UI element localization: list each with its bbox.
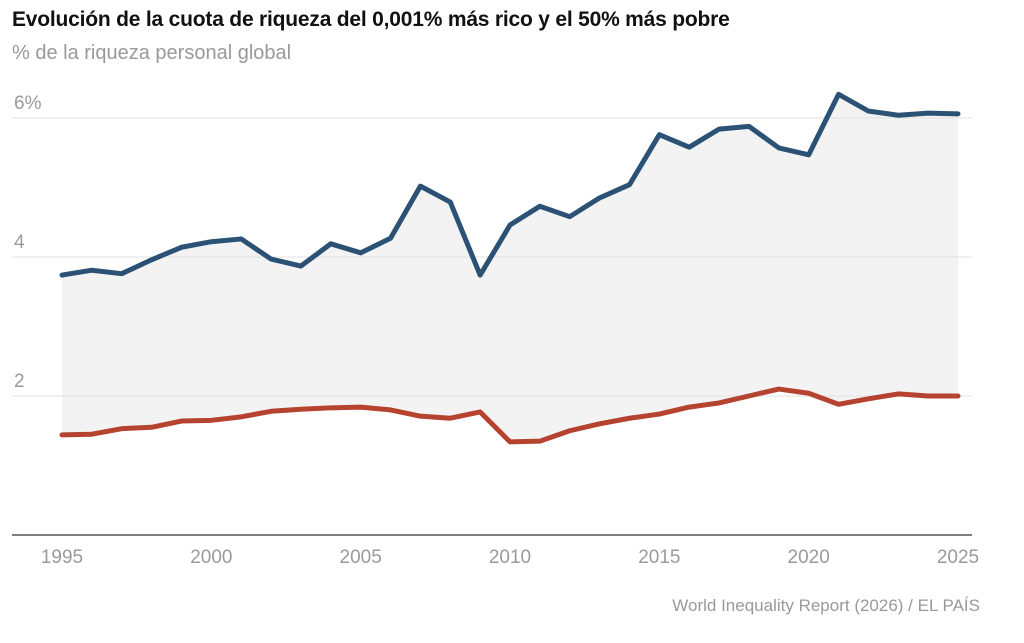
chart-subtitle: % de la riqueza personal global bbox=[12, 42, 292, 64]
y-tick-label: 6% bbox=[14, 93, 42, 114]
x-tick-label: 2000 bbox=[190, 547, 232, 568]
x-tick-label: 2010 bbox=[489, 547, 531, 568]
source-note: World Inequality Report (2026) / EL PAÍS bbox=[672, 596, 980, 615]
x-tick-label: 2020 bbox=[788, 547, 830, 568]
x-tick-label: 1995 bbox=[41, 547, 83, 568]
fill-between-area bbox=[62, 94, 958, 442]
x-tick-label: 2025 bbox=[937, 547, 979, 568]
y-tick-label: 4 bbox=[14, 232, 25, 253]
series-line-bottom-50 bbox=[59, 386, 961, 445]
x-tick-label: 2015 bbox=[638, 547, 680, 568]
x-tick-label: 2005 bbox=[340, 547, 382, 568]
y-tick-label: 2 bbox=[14, 371, 25, 392]
series-line-top-0001 bbox=[59, 91, 961, 278]
chart-title: Evolución de la cuota de riqueza del 0,0… bbox=[12, 8, 730, 31]
